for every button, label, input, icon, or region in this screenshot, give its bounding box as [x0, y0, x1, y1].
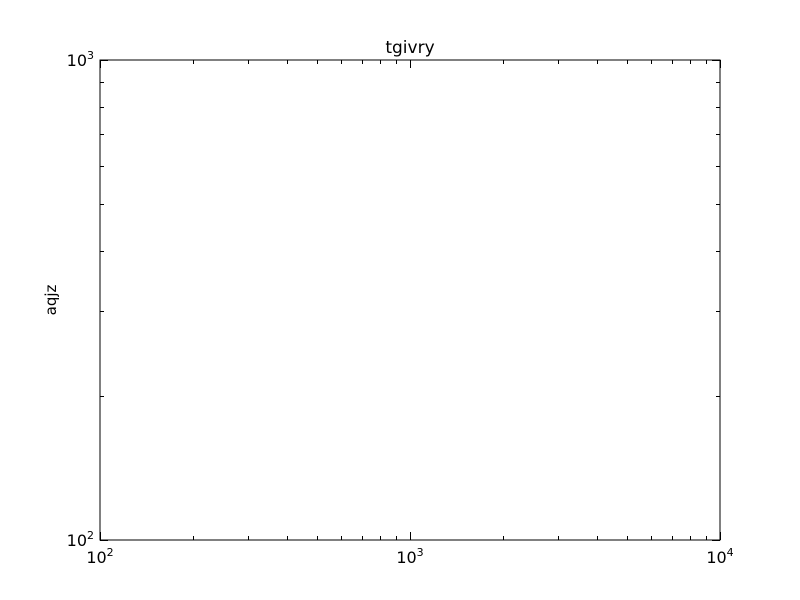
- x-tick-label-base: 10: [396, 548, 416, 567]
- y-tick-label-base: 10: [67, 51, 87, 70]
- x-tick-label-exponent: 3: [417, 546, 424, 559]
- x-tick-label-base: 10: [706, 548, 726, 567]
- y-axis-label: aqjz: [42, 285, 60, 316]
- x-tick-label: 104: [706, 546, 733, 567]
- plot-frame: [99, 59, 721, 541]
- y-tick-label: 103: [67, 49, 94, 70]
- y-tick-label-base: 10: [67, 531, 87, 550]
- chart-title: tgivry: [385, 38, 434, 58]
- x-tick-label: 102: [86, 546, 113, 567]
- plot-area: [100, 60, 720, 540]
- x-tick-label-exponent: 2: [107, 546, 114, 559]
- y-tick-label-exponent: 3: [87, 49, 94, 62]
- y-tick-label: 102: [67, 529, 94, 550]
- y-tick-label-exponent: 2: [87, 529, 94, 542]
- x-tick-label: 103: [396, 546, 423, 567]
- x-tick-label-exponent: 4: [727, 546, 734, 559]
- x-tick-label-base: 10: [86, 548, 106, 567]
